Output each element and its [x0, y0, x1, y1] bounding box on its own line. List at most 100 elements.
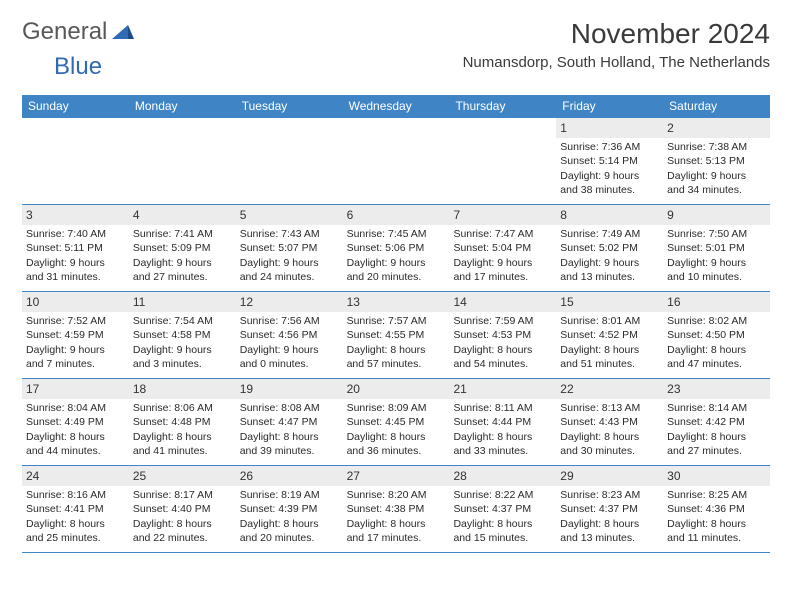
day-info-line: Daylight: 9 hours — [667, 169, 766, 183]
day-info-line: Sunrise: 8:11 AM — [453, 401, 552, 415]
day-info-line: Daylight: 8 hours — [560, 517, 659, 531]
day-info-line: Sunset: 4:44 PM — [453, 415, 552, 429]
day-cell: 2Sunrise: 7:38 AMSunset: 5:13 PMDaylight… — [663, 118, 770, 204]
day-info-line: and 33 minutes. — [453, 444, 552, 458]
logo-triangle-icon — [112, 22, 134, 45]
day-info-line: Daylight: 8 hours — [667, 343, 766, 357]
day-info-line: and 51 minutes. — [560, 357, 659, 371]
day-info-line: Daylight: 8 hours — [453, 430, 552, 444]
day-number: 1 — [556, 118, 663, 138]
week-row: 10Sunrise: 7:52 AMSunset: 4:59 PMDayligh… — [22, 291, 770, 378]
calendar-grid: SundayMondayTuesdayWednesdayThursdayFrid… — [22, 95, 770, 553]
day-info-line: Daylight: 9 hours — [240, 343, 339, 357]
day-info-line: Daylight: 9 hours — [133, 256, 232, 270]
day-info-line: and 38 minutes. — [560, 183, 659, 197]
day-cell: 29 Sunrise: 8:23 AMSunset: 4:37 PMDayligh… — [556, 466, 663, 552]
day-info-line: and 13 minutes. — [560, 531, 659, 545]
day-info-line: Sunset: 5:06 PM — [347, 241, 446, 255]
day-number: 19 — [236, 379, 343, 399]
day-info-line: Sunrise: 7:57 AM — [347, 314, 446, 328]
day-number: 21 — [449, 379, 556, 399]
day-info-line: Daylight: 8 hours — [667, 517, 766, 531]
day-cell: 24Sunrise: 8:16 AMSunset: 4:41 PMDayligh… — [22, 466, 129, 552]
day-number: 7 — [449, 205, 556, 225]
day-number: 13 — [343, 292, 450, 312]
day-info-line: and 54 minutes. — [453, 357, 552, 371]
day-info-line: Daylight: 8 hours — [667, 430, 766, 444]
day-info-line: Sunset: 5:01 PM — [667, 241, 766, 255]
day-info-line: Sunrise: 8:25 AM — [667, 488, 766, 502]
day-info-line: Sunset: 4:42 PM — [667, 415, 766, 429]
day-info-line: Sunrise: 7:52 AM — [26, 314, 125, 328]
weekday-header-row: SundayMondayTuesdayWednesdayThursdayFrid… — [22, 95, 770, 117]
weekday-header: Tuesday — [236, 95, 343, 117]
day-info-line: and 36 minutes. — [347, 444, 446, 458]
day-info-line: Daylight: 8 hours — [26, 517, 125, 531]
day-cell: 26Sunrise: 8:19 AMSunset: 4:39 PMDayligh… — [236, 466, 343, 552]
week-row: 3Sunrise: 7:40 AMSunset: 5:11 PMDaylight… — [22, 204, 770, 291]
day-cell: 19Sunrise: 8:08 AMSunset: 4:47 PMDayligh… — [236, 379, 343, 465]
day-info-line: Daylight: 8 hours — [453, 343, 552, 357]
day-info-line: Sunset: 4:38 PM — [347, 502, 446, 516]
location-text: Numansdorp, South Holland, The Netherlan… — [463, 54, 770, 71]
day-info-line: Sunrise: 7:56 AM — [240, 314, 339, 328]
day-cell: 3Sunrise: 7:40 AMSunset: 5:11 PMDaylight… — [22, 205, 129, 291]
day-number: 23 — [663, 379, 770, 399]
day-info-line: Sunrise: 8:04 AM — [26, 401, 125, 415]
day-info-line: Sunrise: 8:23 AM — [560, 488, 659, 502]
day-cell: 5Sunrise: 7:43 AMSunset: 5:07 PMDaylight… — [236, 205, 343, 291]
weekday-header: Wednesday — [343, 95, 450, 117]
day-cell: 20Sunrise: 8:09 AMSunset: 4:45 PMDayligh… — [343, 379, 450, 465]
day-info-line: Sunrise: 8:02 AM — [667, 314, 766, 328]
day-info-line: Daylight: 8 hours — [133, 517, 232, 531]
day-cell: 7Sunrise: 7:47 AMSunset: 5:04 PMDaylight… — [449, 205, 556, 291]
day-number: 29 — [556, 466, 663, 486]
day-info-line: Sunset: 4:37 PM — [560, 502, 659, 516]
day-info-line: Sunset: 4:48 PM — [133, 415, 232, 429]
day-info-line: Sunrise: 7:40 AM — [26, 227, 125, 241]
day-info-line: and 24 minutes. — [240, 270, 339, 284]
day-info-line: and 44 minutes. — [26, 444, 125, 458]
day-info-line: Daylight: 9 hours — [560, 256, 659, 270]
day-info-line: Sunset: 4:45 PM — [347, 415, 446, 429]
day-number: 12 — [236, 292, 343, 312]
day-info-line: Sunrise: 7:43 AM — [240, 227, 339, 241]
day-info-line: Sunrise: 8:17 AM — [133, 488, 232, 502]
logo-text-general: General — [22, 18, 107, 46]
day-number: 8 — [556, 205, 663, 225]
day-info-line: Sunset: 5:04 PM — [453, 241, 552, 255]
day-info-line: Daylight: 8 hours — [347, 343, 446, 357]
day-info-line: and 30 minutes. — [560, 444, 659, 458]
day-info-line: Daylight: 9 hours — [240, 256, 339, 270]
day-info-line: Sunrise: 8:06 AM — [133, 401, 232, 415]
weekday-header: Monday — [129, 95, 236, 117]
day-info-line: Sunset: 4:56 PM — [240, 328, 339, 342]
day-number: 5 — [236, 205, 343, 225]
day-info-line: Sunset: 5:09 PM — [133, 241, 232, 255]
day-cell: 25Sunrise: 8:17 AMSunset: 4:40 PMDayligh… — [129, 466, 236, 552]
day-info-line: and 17 minutes. — [347, 531, 446, 545]
day-info-line: and 31 minutes. — [26, 270, 125, 284]
empty-cell — [236, 118, 343, 204]
day-info-line: Daylight: 9 hours — [453, 256, 552, 270]
day-info-line: Sunrise: 8:14 AM — [667, 401, 766, 415]
day-info-line: Daylight: 8 hours — [347, 517, 446, 531]
day-info-line: Sunset: 4:53 PM — [453, 328, 552, 342]
day-number: 10 — [22, 292, 129, 312]
day-info-line: and 34 minutes. — [667, 183, 766, 197]
day-info-line: and 57 minutes. — [347, 357, 446, 371]
day-number: 27 — [343, 466, 450, 486]
day-info-line: and 27 minutes. — [133, 270, 232, 284]
day-cell: 6Sunrise: 7:45 AMSunset: 5:06 PMDaylight… — [343, 205, 450, 291]
day-cell: 14Sunrise: 7:59 AMSunset: 4:53 PMDayligh… — [449, 292, 556, 378]
empty-cell — [22, 118, 129, 204]
day-number: 28 — [449, 466, 556, 486]
day-number: 4 — [129, 205, 236, 225]
day-info-line: Sunrise: 8:16 AM — [26, 488, 125, 502]
day-info-line: and 13 minutes. — [560, 270, 659, 284]
weekday-header: Friday — [556, 95, 663, 117]
day-info-line: Sunrise: 7:36 AM — [560, 140, 659, 154]
day-cell: 12 Sunrise: 7:56 AMSunset: 4:56 PMDayligh… — [236, 292, 343, 378]
day-info-line: Sunrise: 8:01 AM — [560, 314, 659, 328]
weekday-header: Sunday — [22, 95, 129, 117]
